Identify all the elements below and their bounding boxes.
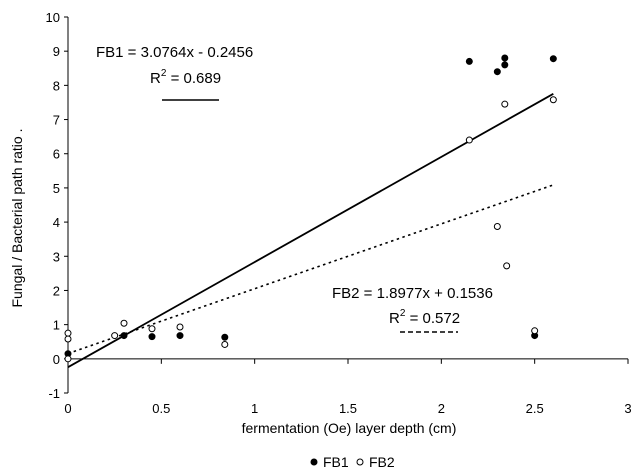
x-tick-label: 1 — [251, 401, 258, 416]
x-axis-title: fermentation (Oe) layer depth (cm) — [242, 420, 457, 436]
legend: FB1 FB2 — [310, 454, 395, 470]
y-tick-label: 0 — [53, 352, 60, 367]
x-tick-label: 2 — [438, 401, 445, 416]
fb1-data-point — [501, 54, 509, 62]
fb2-data-point — [549, 96, 557, 104]
fb1-data-point — [176, 332, 184, 340]
fb1-data-point — [465, 57, 473, 65]
y-tick-label: 2 — [53, 283, 60, 298]
fb2-data-point — [120, 319, 128, 327]
fb1-data-point — [549, 55, 557, 63]
fb1-data-point — [221, 333, 229, 341]
fb2-data-point — [503, 262, 511, 270]
x-tick-label: 1.5 — [339, 401, 357, 416]
fb2-r-squared: R2 = 0.572 — [389, 308, 460, 327]
y-axis-title: Fungal / Bacterial path ratio . — [9, 129, 25, 308]
legend-fb2-label: FB2 — [369, 454, 395, 470]
fb1-r-squared: R2 = 0.689 — [150, 68, 221, 87]
y-tick-label: 9 — [53, 44, 60, 59]
trendlines — [67, 93, 554, 368]
fb2-trendline-equation: FB2 = 1.8977x + 0.1536 — [332, 285, 493, 302]
fb2-data-point — [221, 340, 229, 348]
y-axis-ticks: -1 0 1 2 3 4 5 6 7 8 9 10 — [46, 10, 68, 401]
fb2-data-point — [111, 332, 119, 340]
fb1-data-point — [493, 68, 501, 76]
x-axis-ticks: 0 0.5 1 1.5 2 2.5 3 — [64, 358, 632, 416]
fb2-data-point — [465, 136, 473, 144]
fb1-data-point — [501, 61, 509, 69]
y-tick-label: 10 — [46, 10, 60, 25]
y-tick-label: 3 — [53, 249, 60, 264]
fb2-data-point — [176, 323, 184, 331]
x-tick-label: 2.5 — [526, 401, 544, 416]
y-tick-label: 7 — [53, 113, 60, 128]
fb2-data-point — [64, 329, 72, 337]
y-tick-label: 6 — [53, 147, 60, 162]
y-tick-label: 4 — [53, 215, 60, 230]
x-tick-label: 3 — [624, 401, 631, 416]
fb2-data-point — [501, 100, 509, 108]
x-tick-label: 0.5 — [152, 401, 170, 416]
fb2-data-point — [531, 327, 539, 335]
legend-fb1-label: FB1 — [323, 454, 349, 470]
data-points — [64, 54, 557, 363]
y-tick-label: -1 — [48, 386, 60, 401]
fb1-data-point — [148, 333, 156, 341]
fb1-trendline — [67, 93, 554, 368]
fb2-data-point — [148, 325, 156, 333]
legend-fb1-marker — [310, 458, 318, 466]
fb2-trendline — [67, 184, 554, 355]
fb1-data-point — [120, 332, 128, 340]
legend-fb2-marker — [356, 458, 364, 466]
fb1-trendline-equation: FB1 = 3.0764x - 0.2456 — [96, 44, 253, 61]
fb2-data-point — [64, 355, 72, 363]
fb2-data-point — [493, 223, 501, 231]
x-tick-label: 0 — [64, 401, 71, 416]
y-tick-label: 1 — [53, 318, 60, 333]
y-tick-label: 5 — [53, 181, 60, 196]
fb2-data-point — [64, 335, 72, 343]
y-tick-label: 8 — [53, 78, 60, 93]
